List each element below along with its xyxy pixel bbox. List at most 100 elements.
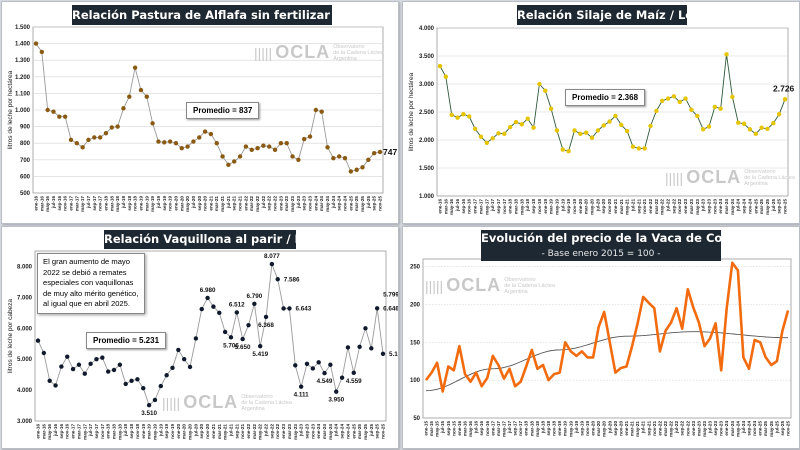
x-tick-label: mar-22 <box>654 199 659 215</box>
x-tick-label: sep-23 <box>304 424 309 439</box>
y-tick-label: 7.000 <box>17 295 33 301</box>
data-point <box>753 131 758 137</box>
y-tick-label: 100 <box>410 378 421 384</box>
x-tick-label: nov-17 <box>98 196 103 211</box>
data-point <box>59 364 64 369</box>
y-tick-label: 3.500 <box>419 54 435 60</box>
x-tick-label: sep-17 <box>92 196 97 211</box>
ocla-logo-icon: ||||| <box>254 44 273 61</box>
x-tick-label: mar-18 <box>529 421 534 437</box>
y-tick-label: 1.000 <box>419 194 435 200</box>
x-tick-label: nov-25 <box>381 424 386 439</box>
x-tick-label: mar-19 <box>563 421 568 437</box>
x-tick-label: may-23 <box>290 196 295 212</box>
x-tick-label: mar-25 <box>357 424 362 440</box>
x-tick-label: mar-16 <box>39 196 44 212</box>
y-tick-label: 1.300 <box>15 58 31 64</box>
data-point <box>566 149 571 154</box>
y-axis-label: litros de leche por cabeza <box>7 299 14 373</box>
data-point <box>103 131 109 136</box>
x-tick-label: nov-18 <box>135 424 140 439</box>
x-tick-label: sep-17 <box>513 421 518 436</box>
x-tick-label: mar-18 <box>109 196 114 212</box>
watermark-line: Observatorio <box>241 393 273 400</box>
data-label: 6.512 <box>229 301 245 308</box>
data-point <box>249 147 254 153</box>
x-tick-label: may-22 <box>258 424 263 440</box>
data-point <box>269 261 275 267</box>
data-point <box>759 125 764 130</box>
ocla-logo-icon: ||||| <box>162 394 181 411</box>
data-point <box>706 124 712 129</box>
data-point <box>127 94 132 99</box>
x-tick-label: ene-16 <box>457 421 462 436</box>
x-tick-label: sep-18 <box>546 421 551 436</box>
x-tick-label: nov-22 <box>677 199 682 214</box>
x-tick-label: jul-18 <box>123 424 128 437</box>
data-label: 3.950 <box>328 397 344 404</box>
x-tick-label: mar-22 <box>249 196 254 212</box>
x-tick-label: jul-21 <box>630 199 635 212</box>
data-point <box>290 154 295 159</box>
x-tick-label: jul-20 <box>193 424 198 437</box>
data-point <box>132 65 138 70</box>
data-point <box>97 135 103 140</box>
x-tick-label: sep-20 <box>613 421 618 436</box>
data-point <box>360 165 365 170</box>
y-tick-label: 4.000 <box>17 388 33 394</box>
data-point <box>298 384 304 389</box>
x-tick-label: ene-16 <box>36 424 41 439</box>
data-point <box>366 157 371 162</box>
data-point <box>146 403 152 408</box>
data-point <box>92 135 97 140</box>
data-point <box>129 378 134 384</box>
data-point <box>123 381 128 387</box>
x-tick-label: may-20 <box>590 199 595 215</box>
data-point <box>377 149 383 155</box>
x-tick-label: may-18 <box>115 196 120 212</box>
x-tick-label: sep-19 <box>162 196 167 211</box>
data-point <box>57 114 62 119</box>
data-point <box>141 386 146 391</box>
data-point <box>226 162 231 167</box>
data-label: 5.174 <box>389 351 398 358</box>
watermark-line: Argentina <box>241 405 265 412</box>
x-tick-label: mar-15 <box>429 421 434 437</box>
x-tick-label: jul-17 <box>490 199 495 212</box>
x-tick-label: may-22 <box>255 196 260 212</box>
data-point <box>765 126 770 131</box>
data-point <box>331 155 336 161</box>
data-point <box>222 329 228 335</box>
data-point <box>613 113 618 119</box>
x-tick-label: may-25 <box>360 196 365 212</box>
data-point <box>176 347 181 353</box>
data-label: 7.586 <box>284 276 300 283</box>
x-tick-label: jul-18 <box>121 196 126 209</box>
y-axis-label: litros de leche por hectárea <box>408 72 415 151</box>
y-tick-label: 50 <box>413 416 420 422</box>
x-tick-label: nov-19 <box>585 421 590 436</box>
x-tick-label: nov-24 <box>345 424 350 439</box>
x-tick-label: sep-18 <box>127 196 132 211</box>
x-tick-label: may-17 <box>82 424 87 440</box>
x-tick-label: mar-21 <box>217 424 222 440</box>
y-tick-label: 250 <box>410 265 421 271</box>
x-tick-label: may-18 <box>535 421 540 437</box>
data-point <box>560 147 565 152</box>
data-point <box>490 136 495 141</box>
x-tick-label: ene-18 <box>106 424 111 439</box>
data-point <box>252 301 257 307</box>
y-tick-label: 700 <box>20 158 31 164</box>
x-tick-label: nov-21 <box>238 196 243 211</box>
x-tick-label: nov-20 <box>203 196 208 211</box>
x-tick-label: ene-17 <box>68 196 73 211</box>
ocla-logo-icon: ||||| <box>665 169 684 186</box>
data-point <box>730 94 735 100</box>
data-point <box>695 113 700 119</box>
x-tick-label: may-16 <box>45 196 50 212</box>
x-tick-label: nov-22 <box>275 424 280 439</box>
data-point <box>578 131 583 137</box>
x-tick-label: sep-25 <box>375 424 380 439</box>
x-tick-label: mar-23 <box>284 196 289 212</box>
